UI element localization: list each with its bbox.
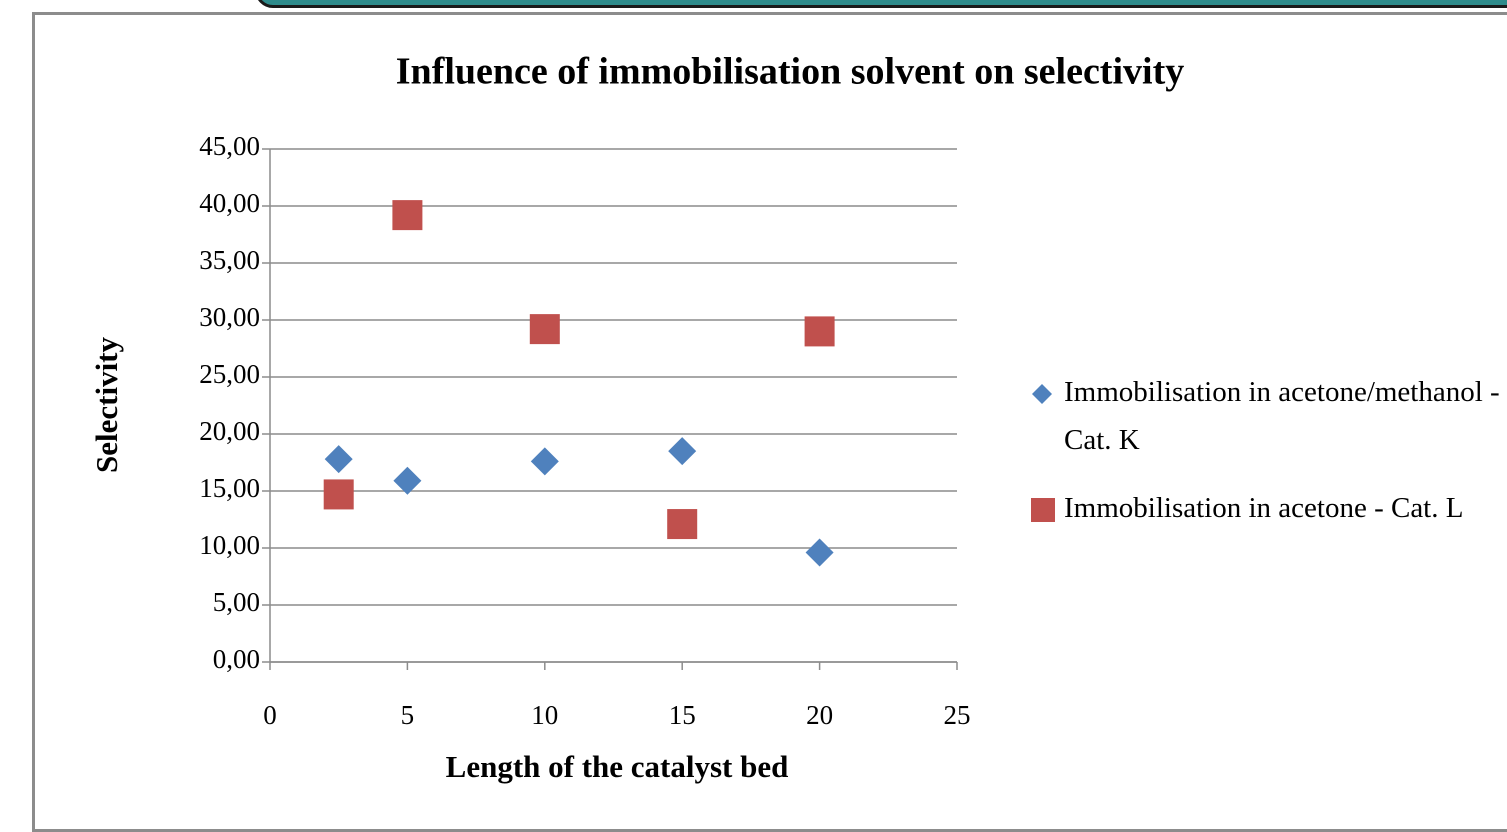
legend-label: Immobilisation in acetone - Cat. L: [1064, 492, 1464, 524]
y-tick-label: 25,00: [199, 359, 260, 389]
diamond-marker: [393, 466, 422, 495]
square-marker: [323, 479, 354, 510]
y-tick-label: 10,00: [199, 530, 260, 560]
y-tick-label: 15,00: [199, 473, 260, 503]
legend-icon: [1032, 384, 1052, 404]
legend-entry: Immobilisation in acetone/methanol - Cat…: [1030, 368, 1500, 464]
diamond-marker: [668, 437, 697, 466]
y-tick-label: 20,00: [199, 416, 260, 446]
page: {"chart_data": { "type": "scatter", "tit…: [32, 0, 1507, 832]
legend-marker: [1032, 384, 1052, 404]
x-tick-label: 5: [401, 700, 415, 730]
x-tick-label: 10: [531, 700, 558, 730]
chart-title: Influence of immobilisation solvent on s…: [396, 51, 1184, 93]
diamond-marker: [805, 538, 834, 567]
square-marker: [392, 200, 423, 231]
legend-marker: [1031, 498, 1055, 522]
legend-label: Immobilisation in acetone/methanol - Cat…: [1064, 376, 1500, 456]
x-tick-label: 15: [669, 700, 696, 730]
x-tick-label: 25: [944, 700, 971, 730]
x-tick-label: 20: [806, 700, 833, 730]
y-axis-title: Selectivity: [89, 337, 124, 474]
diamond-marker: [324, 445, 353, 474]
y-tick-label: 0,00: [213, 644, 260, 674]
legend-icon: [1031, 498, 1055, 522]
y-tick-label: 30,00: [199, 302, 260, 332]
diamond-marker: [530, 447, 559, 476]
y-tick-label: 35,00: [199, 245, 260, 275]
square-marker: [667, 509, 698, 540]
square-marker: [804, 316, 835, 347]
y-tick-label: 40,00: [199, 188, 260, 218]
legend: Immobilisation in acetone/methanol - Cat…: [1030, 368, 1500, 552]
chart: Influence of immobilisation solvent on s…: [89, 51, 1184, 784]
x-axis-title: Length of the catalyst bed: [446, 749, 789, 784]
x-tick-label: 0: [263, 700, 277, 730]
y-tick-label: 45,00: [199, 131, 260, 161]
y-tick-label: 5,00: [213, 587, 260, 617]
legend-entry: Immobilisation in acetone - Cat. L: [1030, 484, 1500, 532]
square-marker: [529, 314, 560, 345]
